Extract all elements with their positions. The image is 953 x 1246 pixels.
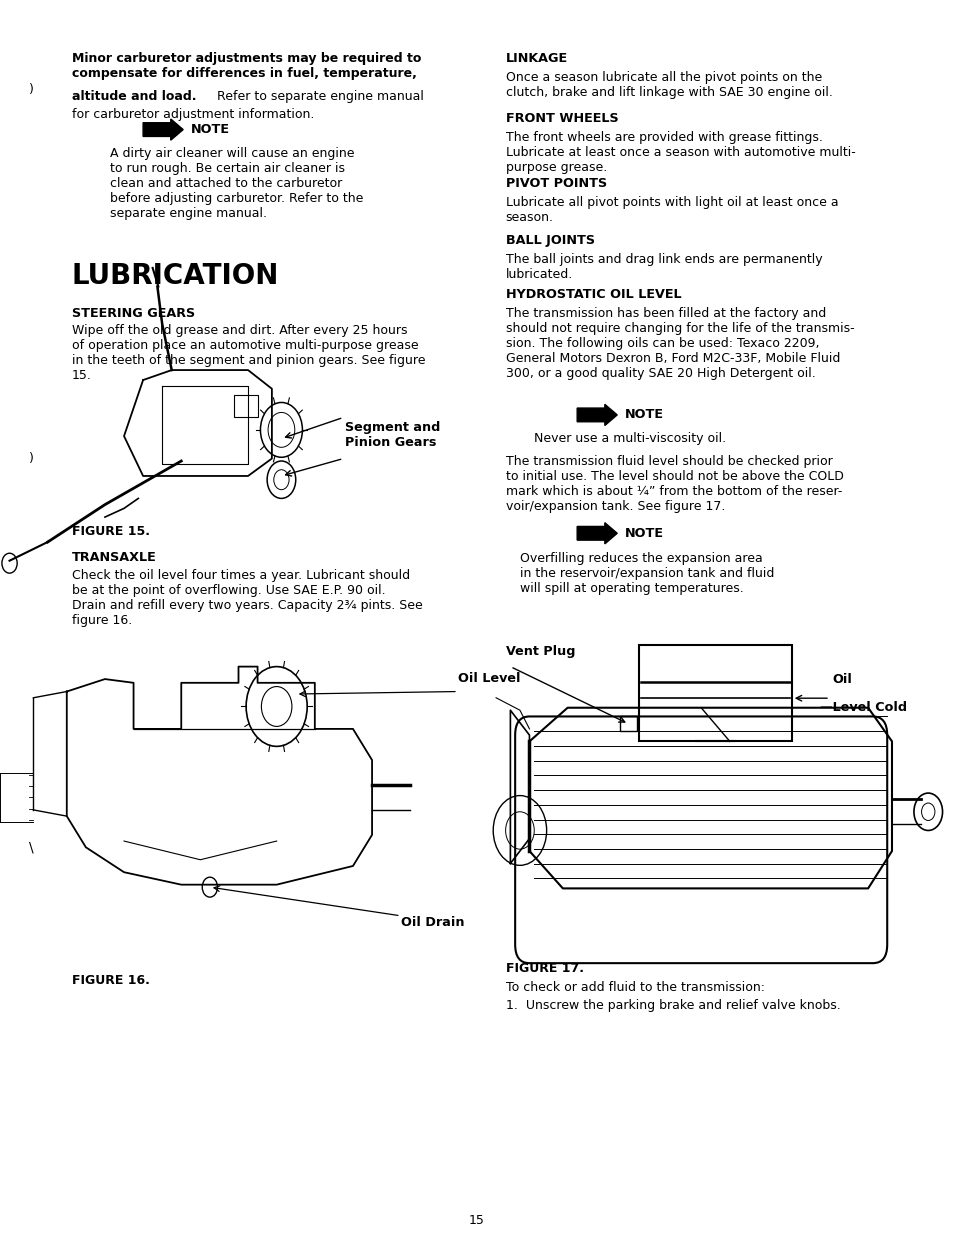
FancyArrow shape bbox=[143, 118, 183, 140]
Text: The ball joints and drag link ends are permanently
lubricated.: The ball joints and drag link ends are p… bbox=[505, 253, 821, 280]
Text: altitude and load.: altitude and load. bbox=[71, 90, 196, 102]
Text: FIGURE 15.: FIGURE 15. bbox=[71, 525, 150, 537]
Text: TRANSAXLE: TRANSAXLE bbox=[71, 551, 156, 563]
Text: FRONT WHEELS: FRONT WHEELS bbox=[505, 112, 618, 125]
Text: \: \ bbox=[29, 840, 33, 855]
Text: Oil: Oil bbox=[831, 673, 851, 685]
Text: Minor carburetor adjustments may be required to
compensate for differences in fu: Minor carburetor adjustments may be requ… bbox=[71, 52, 420, 80]
Text: The front wheels are provided with grease fittings.
Lubricate at least once a se: The front wheels are provided with greas… bbox=[505, 131, 855, 174]
Text: —Level Cold: —Level Cold bbox=[820, 700, 906, 714]
Text: for carburetor adjustment information.: for carburetor adjustment information. bbox=[71, 108, 314, 121]
Bar bbox=[639, 645, 791, 741]
FancyArrow shape bbox=[577, 523, 617, 543]
Bar bbox=[619, 716, 637, 731]
Text: Lubricate all pivot points with light oil at least once a
season.: Lubricate all pivot points with light oi… bbox=[505, 196, 838, 223]
Text: The transmission fluid level should be checked prior
to initial use. The level s: The transmission fluid level should be c… bbox=[505, 455, 842, 513]
Text: Wipe off the old grease and dirt. After every 25 hours
of operation place an aut: Wipe off the old grease and dirt. After … bbox=[71, 324, 425, 383]
Text: 15: 15 bbox=[469, 1215, 484, 1227]
Text: FIGURE 16.: FIGURE 16. bbox=[71, 974, 150, 987]
Text: ): ) bbox=[29, 83, 33, 96]
Text: STEERING GEARS: STEERING GEARS bbox=[71, 307, 194, 319]
Text: Overfilling reduces the expansion area
in the reservoir/expansion tank and fluid: Overfilling reduces the expansion area i… bbox=[519, 552, 774, 596]
Text: LUBRICATION: LUBRICATION bbox=[71, 262, 278, 289]
Text: Vent Plug: Vent Plug bbox=[505, 645, 575, 658]
Text: NOTE: NOTE bbox=[624, 409, 663, 421]
Text: Refer to separate engine manual: Refer to separate engine manual bbox=[213, 90, 423, 102]
Text: A dirty air cleaner will cause an engine
to run rough. Be certain air cleaner is: A dirty air cleaner will cause an engine… bbox=[110, 147, 363, 221]
Text: ): ) bbox=[29, 452, 33, 465]
Text: The transmission has been filled at the factory and
should not require changing : The transmission has been filled at the … bbox=[505, 307, 853, 380]
Bar bbox=[233, 395, 257, 417]
Text: BALL JOINTS: BALL JOINTS bbox=[505, 234, 594, 247]
Text: NOTE: NOTE bbox=[191, 123, 230, 136]
Text: Check the oil level four times a year. Lubricant should
be at the point of overf: Check the oil level four times a year. L… bbox=[71, 569, 422, 628]
Text: Oil Drain: Oil Drain bbox=[400, 916, 464, 928]
Text: PIVOT POINTS: PIVOT POINTS bbox=[505, 177, 606, 189]
Text: HYDROSTATIC OIL LEVEL: HYDROSTATIC OIL LEVEL bbox=[505, 288, 680, 300]
Text: Once a season lubricate all the pivot points on the
clutch, brake and lift linka: Once a season lubricate all the pivot po… bbox=[505, 71, 832, 98]
FancyArrow shape bbox=[577, 404, 617, 425]
Text: To check or add fluid to the transmission:: To check or add fluid to the transmissio… bbox=[505, 981, 763, 993]
Text: NOTE: NOTE bbox=[624, 527, 663, 540]
Text: Segment and
Pinion Gears: Segment and Pinion Gears bbox=[345, 421, 440, 449]
Text: LINKAGE: LINKAGE bbox=[505, 52, 567, 65]
Text: Oil Level: Oil Level bbox=[457, 673, 520, 685]
Text: FIGURE 17.: FIGURE 17. bbox=[505, 962, 583, 974]
Text: Never use a multi-viscosity oil.: Never use a multi-viscosity oil. bbox=[534, 432, 725, 445]
Text: 1.  Unscrew the parking brake and relief valve knobs.: 1. Unscrew the parking brake and relief … bbox=[505, 999, 840, 1012]
